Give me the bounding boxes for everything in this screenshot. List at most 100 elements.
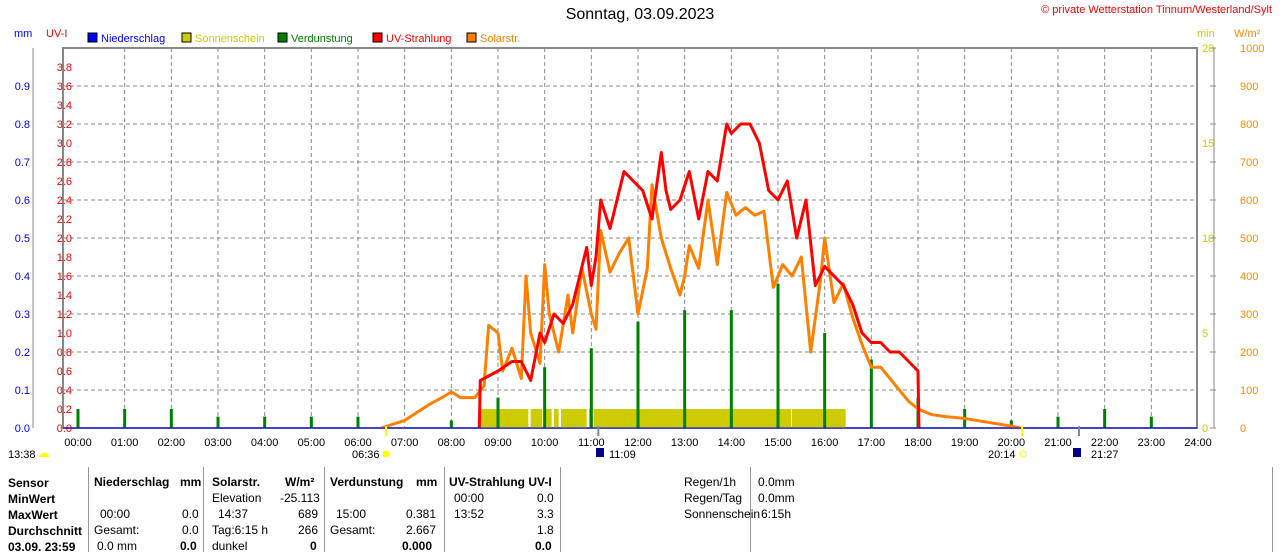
row-maxwert: MaxWert <box>8 508 58 522</box>
legend-label-solarstr: Solarstr. <box>480 33 520 45</box>
wm2-tick-label: 800 <box>1240 119 1258 131</box>
niederschlag-gesamt: 0.0 <box>182 523 199 537</box>
solar-elevation: -25.113 <box>280 491 320 505</box>
evaporation-bar <box>636 321 640 428</box>
x-tick-label: 10:00 <box>531 437 559 449</box>
chart-title: Sonntag, 03.09.2023 <box>565 6 715 23</box>
mm-tick-label: 0.0 <box>15 423 30 435</box>
min-tick-label: 0 <box>1202 423 1208 435</box>
mm-tick-label: 0.3 <box>15 309 30 321</box>
wm2-tick-label: 500 <box>1240 233 1258 245</box>
mm-tick-label: 0.7 <box>15 157 30 169</box>
uv-tick-label: 2.0 <box>57 233 72 245</box>
sunshine-bar <box>530 409 543 428</box>
legend-label-verdunstung: Verdunstung <box>291 33 353 45</box>
sensor-header: Sensor <box>8 476 49 490</box>
x-tick-label: 18:00 <box>904 437 932 449</box>
evaporation-bar <box>309 416 313 428</box>
legend-swatch-niederschlag <box>87 32 98 43</box>
moon-set-icon <box>40 452 49 457</box>
sunset-icon <box>1019 450 1027 458</box>
min-tick-label: 15 <box>1202 138 1214 150</box>
divider <box>1272 467 1273 552</box>
divider <box>88 467 89 552</box>
niederschlag-current-val: 0.0 <box>180 539 197 552</box>
uv-tick-label: 0.4 <box>57 385 72 397</box>
solar-unit: W/m² <box>285 475 315 489</box>
uv-current: 0.0 <box>535 539 552 552</box>
mm-tick-label: 0.6 <box>15 195 30 207</box>
verdunstung-gesamt-label: Gesamt: <box>330 523 376 537</box>
solar-line <box>380 183 1021 430</box>
summary-regen-tag-label: Regen/Tag <box>684 491 743 505</box>
summary-regen-tag: 0.0mm <box>758 491 795 505</box>
legend-label-niederschlag: Niederschlag <box>101 33 165 45</box>
summary-regen-1h-label: Regen/1h <box>684 475 737 489</box>
uv-tick-label: 1.0 <box>57 328 72 340</box>
x-tick-label: 11:00 <box>578 437 605 449</box>
legend-swatch-uvstrahlung <box>372 32 383 43</box>
mm-tick-label: 0.1 <box>15 385 30 397</box>
sensor-column: Sensor MinWert MaxWert Durchschnitt 03.0… <box>8 475 82 552</box>
niederschlag-max-time: 00:00 <box>100 507 131 521</box>
x-tick-label: 17:00 <box>858 437 886 449</box>
evaporation-bar <box>683 310 687 428</box>
evaporation-bar <box>76 409 80 428</box>
verdunstung-current: 0.000 <box>402 539 433 552</box>
wm2-tick-label: 200 <box>1240 347 1258 359</box>
x-tick-label: 02:00 <box>158 437 186 449</box>
uv-tick-label: 3.0 <box>57 138 72 150</box>
astro-time-sunset: 20:14 <box>988 449 1016 461</box>
uv-tick-label: 1.2 <box>57 309 72 321</box>
solar-max-time: 14:37 <box>218 507 249 521</box>
astro-time-moon-rise: 21:27 <box>1091 449 1119 461</box>
wm2-tick-label: 100 <box>1240 385 1258 397</box>
uv-tick-label: 2.8 <box>57 157 72 169</box>
divider <box>750 467 751 552</box>
wm2-tick-label: 900 <box>1240 81 1258 93</box>
evaporation-bar <box>729 310 733 428</box>
uv-tick-label: 3.2 <box>57 119 72 131</box>
verdunstung-max: 0.381 <box>406 507 437 521</box>
solar-elevation-label: Elevation <box>212 491 262 505</box>
x-tick-label: 01:00 <box>111 437 139 449</box>
row-current: 03.09. 23:59 <box>8 540 76 552</box>
uv-tick-label: 3.8 <box>57 62 72 74</box>
min-tick-label: 5 <box>1202 328 1208 340</box>
astro-time-moon-phase: 11:09 <box>609 449 636 461</box>
evaporation-bar <box>776 283 780 428</box>
x-tick-label: 19:00 <box>951 437 979 449</box>
sunshine-bar <box>544 409 552 428</box>
sunshine-bar <box>554 409 559 428</box>
legend-swatch-verdunstung <box>277 32 288 43</box>
sunrise-icon <box>382 450 390 458</box>
uv-tick-label: 1.6 <box>57 271 72 283</box>
evaporation-bar <box>543 367 547 428</box>
solar-dunkel: dunkel <box>212 539 248 552</box>
sunshine-bar <box>561 409 587 428</box>
uv-header: UV-Strahlung UV-I <box>449 475 552 489</box>
moon-rise-icon <box>1073 448 1081 457</box>
wm2-axis-label: W/m² <box>1234 28 1261 40</box>
evaporation-bar <box>263 416 267 428</box>
legend-label-uvstrahlung: UV-Strahlung <box>386 33 451 45</box>
astro-time-sunrise: 06:36 <box>352 449 380 461</box>
x-tick-label: 07:00 <box>391 437 419 449</box>
uv-tick-label: 0.6 <box>57 366 72 378</box>
solar-tag-label: Tag:6:15 h <box>212 523 269 537</box>
x-tick-label: 14:00 <box>718 437 746 449</box>
solar-current: 0 <box>310 539 317 552</box>
solar-header: Solarstr. <box>212 475 261 489</box>
mm-tick-label: 0.2 <box>15 347 30 359</box>
uv-line <box>477 122 921 429</box>
wm2-tick-label: 400 <box>1240 271 1258 283</box>
uv-axis-label: UV-I <box>46 28 67 40</box>
uv-tick-label: 0.2 <box>57 404 72 416</box>
verdunstung-header: Verdunstung <box>330 475 404 489</box>
x-tick-label: 06:00 <box>344 437 372 449</box>
divider <box>560 467 561 552</box>
mm-axis-label: mm <box>14 28 32 40</box>
x-tick-label: 13:00 <box>671 437 699 449</box>
sunshine-bar <box>792 409 846 428</box>
evaporation-bar <box>123 409 127 428</box>
